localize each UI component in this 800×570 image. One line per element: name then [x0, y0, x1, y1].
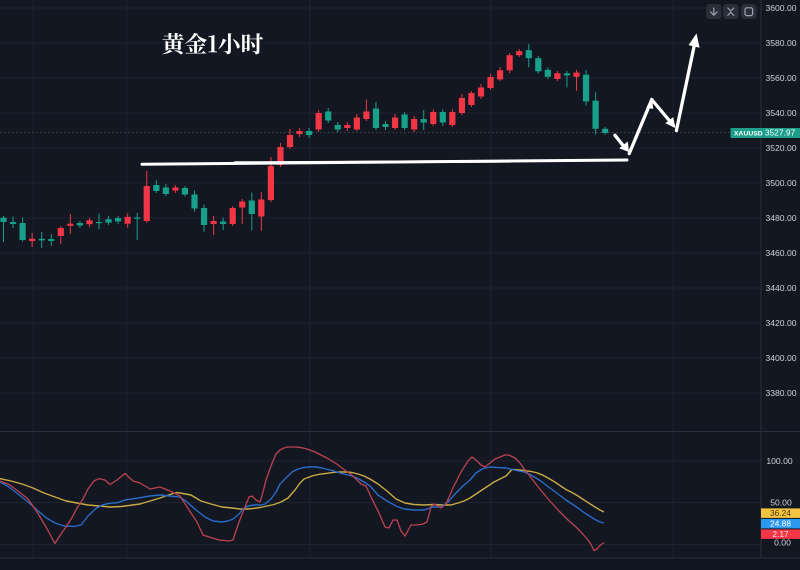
svg-text:3440.00: 3440.00 — [765, 283, 796, 293]
svg-text:3580.00: 3580.00 — [765, 38, 796, 48]
svg-text:3480.00: 3480.00 — [765, 213, 796, 223]
svg-text:XAUUSD: XAUUSD — [734, 130, 763, 137]
svg-text:3400.00: 3400.00 — [765, 353, 796, 363]
svg-text:50.00: 50.00 — [770, 497, 792, 507]
svg-text:3460.00: 3460.00 — [765, 248, 796, 258]
svg-text:3527.97: 3527.97 — [765, 128, 796, 138]
svg-text:3560.00: 3560.00 — [765, 73, 796, 83]
svg-text:3540.00: 3540.00 — [765, 108, 796, 118]
svg-text:24.88: 24.88 — [770, 519, 791, 529]
svg-text:3420.00: 3420.00 — [765, 318, 796, 328]
svg-text:3500.00: 3500.00 — [765, 178, 796, 188]
svg-text:3600.00: 3600.00 — [765, 3, 796, 13]
svg-text:0.00: 0.00 — [774, 538, 791, 548]
svg-text:36.24: 36.24 — [770, 508, 791, 518]
svg-text:2.17: 2.17 — [772, 529, 789, 539]
svg-text:3520.00: 3520.00 — [765, 143, 796, 153]
svg-text:3380.00: 3380.00 — [765, 388, 796, 398]
svg-text:100.00: 100.00 — [766, 456, 793, 466]
